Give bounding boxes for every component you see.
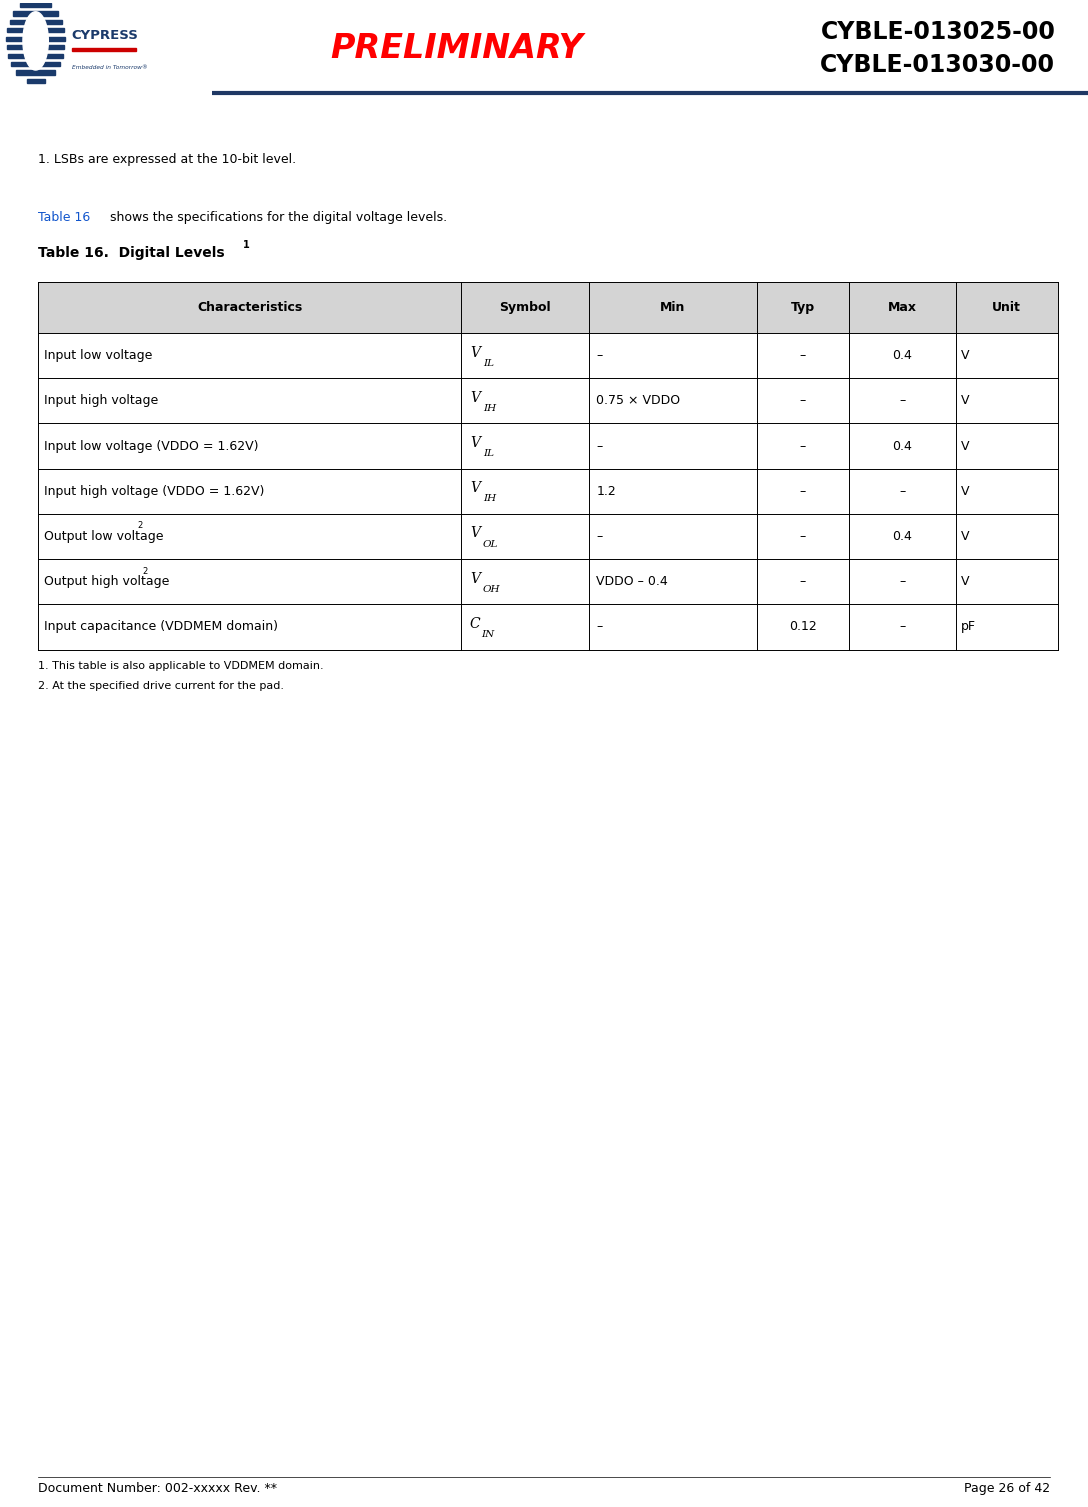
Text: IH: IH — [483, 404, 496, 413]
Text: Document Number: 002-xxxxx Rev. **: Document Number: 002-xxxxx Rev. ** — [38, 1483, 277, 1495]
Polygon shape — [23, 12, 48, 69]
Bar — [7, 45, 64, 50]
Text: –: – — [800, 485, 806, 497]
Text: –: – — [800, 530, 806, 543]
Bar — [38, 282, 1058, 333]
Text: 1. LSBs are expressed at the 10-bit level.: 1. LSBs are expressed at the 10-bit leve… — [38, 154, 296, 166]
Text: Page 26 of 42: Page 26 of 42 — [964, 1483, 1050, 1495]
Text: –: – — [800, 576, 806, 588]
Text: Input high voltage: Input high voltage — [44, 395, 158, 407]
Text: –: – — [596, 621, 603, 633]
Text: Input capacitance (VDDMEM domain): Input capacitance (VDDMEM domain) — [44, 621, 277, 633]
Bar — [38, 604, 1058, 650]
Text: 2: 2 — [137, 521, 143, 530]
Text: CYPRESS: CYPRESS — [72, 29, 139, 42]
Text: OH: OH — [483, 585, 500, 594]
Bar — [38, 514, 1058, 559]
Bar — [8, 29, 64, 33]
Text: IL: IL — [483, 449, 494, 458]
Text: 1: 1 — [243, 240, 249, 250]
Bar — [11, 62, 60, 66]
Text: Min: Min — [660, 301, 685, 313]
Text: V: V — [470, 526, 480, 541]
Text: 0.4: 0.4 — [892, 530, 912, 543]
Text: PRELIMINARY: PRELIMINARY — [331, 32, 583, 65]
Text: Characteristics: Characteristics — [197, 301, 302, 313]
Text: Embedded in Tomorrow®: Embedded in Tomorrow® — [72, 65, 148, 69]
Bar — [21, 3, 51, 8]
Bar — [13, 12, 58, 15]
Text: Input high voltage (VDDO = 1.62V): Input high voltage (VDDO = 1.62V) — [44, 485, 264, 497]
Bar — [38, 423, 1058, 469]
Text: 0.4: 0.4 — [892, 350, 912, 362]
Text: Table 16: Table 16 — [38, 211, 90, 223]
Text: shows the specifications for the digital voltage levels.: shows the specifications for the digital… — [106, 211, 447, 223]
Text: CYBLE-013030-00: CYBLE-013030-00 — [820, 53, 1055, 77]
Text: 0.75 × VDDO: 0.75 × VDDO — [596, 395, 680, 407]
Text: V: V — [961, 395, 969, 407]
Text: V: V — [470, 345, 480, 360]
Text: IL: IL — [483, 359, 494, 368]
Text: V: V — [961, 530, 969, 543]
Bar — [38, 333, 1058, 378]
Text: Unit: Unit — [992, 301, 1021, 313]
Text: Output high voltage: Output high voltage — [44, 576, 169, 588]
Bar — [16, 71, 54, 75]
Text: V: V — [470, 390, 480, 405]
Text: Input low voltage (VDDO = 1.62V): Input low voltage (VDDO = 1.62V) — [44, 440, 258, 452]
Bar — [7, 36, 65, 41]
Text: V: V — [961, 485, 969, 497]
Text: –: – — [899, 621, 905, 633]
Text: 2. At the specified drive current for the pad.: 2. At the specified drive current for th… — [38, 681, 284, 690]
Text: –: – — [596, 350, 603, 362]
Text: 0.12: 0.12 — [789, 621, 817, 633]
Text: Symbol: Symbol — [499, 301, 551, 313]
Text: 2: 2 — [143, 567, 148, 576]
Text: –: – — [800, 440, 806, 452]
Text: V: V — [470, 481, 480, 496]
Bar — [9, 54, 63, 57]
Text: –: – — [596, 530, 603, 543]
Text: Input low voltage: Input low voltage — [44, 350, 152, 362]
Bar — [72, 48, 136, 51]
Text: V: V — [470, 571, 480, 586]
Text: C: C — [470, 616, 481, 631]
Text: IN: IN — [481, 630, 494, 639]
Text: –: – — [800, 350, 806, 362]
Text: V: V — [961, 350, 969, 362]
Text: Table 16.  Digital Levels: Table 16. Digital Levels — [38, 246, 225, 261]
Text: –: – — [899, 576, 905, 588]
Text: –: – — [596, 440, 603, 452]
Text: pF: pF — [961, 621, 976, 633]
Bar — [10, 20, 62, 24]
Text: V: V — [470, 436, 480, 451]
Text: –: – — [899, 395, 905, 407]
Bar — [38, 469, 1058, 514]
Text: V: V — [961, 440, 969, 452]
Bar — [38, 559, 1058, 604]
Text: Typ: Typ — [791, 301, 815, 313]
Text: 0.4: 0.4 — [892, 440, 912, 452]
Bar — [38, 378, 1058, 423]
Text: 1. This table is also applicable to VDDMEM domain.: 1. This table is also applicable to VDDM… — [38, 662, 324, 671]
Text: V: V — [961, 576, 969, 588]
Text: –: – — [899, 485, 905, 497]
Text: 1.2: 1.2 — [596, 485, 616, 497]
Text: IH: IH — [483, 494, 496, 503]
Text: VDDO – 0.4: VDDO – 0.4 — [596, 576, 668, 588]
Text: CYBLE-013025-00: CYBLE-013025-00 — [820, 20, 1055, 44]
Text: OL: OL — [483, 540, 498, 549]
Text: –: – — [800, 395, 806, 407]
Bar — [26, 78, 45, 83]
Text: Max: Max — [888, 301, 916, 313]
Text: Output low voltage: Output low voltage — [44, 530, 163, 543]
